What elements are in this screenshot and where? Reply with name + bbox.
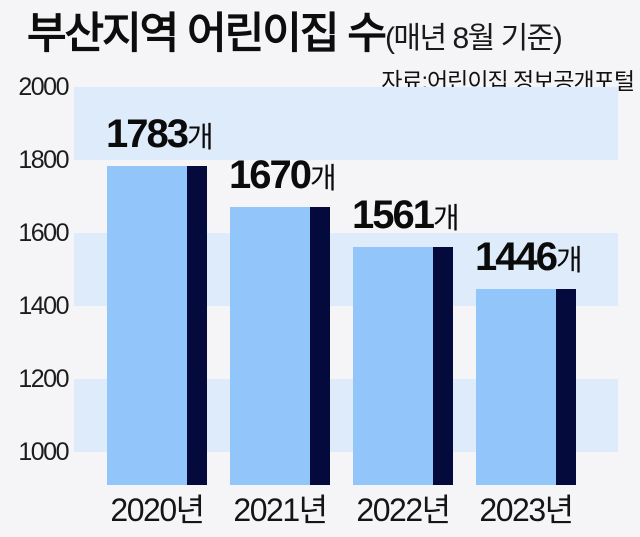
value-label: 1446개 — [475, 235, 583, 280]
y-axis-tick-label: 2000 — [18, 73, 69, 101]
bar-stripe — [433, 247, 453, 485]
chart-title: 부산지역 어린이집 수(매년 8월 기준) — [27, 8, 563, 70]
bar-fill — [353, 247, 433, 485]
bar-group-2020년 — [107, 166, 207, 485]
bar-stripe — [187, 166, 207, 485]
value-unit: 개 — [186, 122, 214, 155]
chart-title-note: (매년 8월 기준) — [384, 22, 563, 55]
bar-stripe — [556, 289, 576, 485]
y-axis-tick-label: 1800 — [18, 146, 69, 174]
bar-fill — [476, 289, 556, 485]
bar-group-2021년 — [230, 207, 330, 485]
value-unit: 개 — [309, 163, 337, 196]
bar-stripe — [310, 207, 330, 485]
y-axis-tick-label: 1600 — [18, 219, 69, 247]
value-number: 1446 — [475, 235, 558, 280]
x-axis-label: 2021년 — [233, 492, 328, 528]
value-label: 1670개 — [229, 153, 337, 198]
value-number: 1670 — [229, 153, 312, 198]
value-label: 1561개 — [352, 193, 460, 238]
bar-fill — [107, 166, 187, 485]
plot-area: 1783개 2020년 1670개 2021년 1561개 2022년 1446개 2023년 — [74, 87, 618, 527]
bar-group-2023년 — [476, 289, 576, 485]
x-axis-label: 2023년 — [479, 492, 574, 528]
grid-band — [74, 87, 618, 160]
y-axis-tick-label: 1200 — [18, 365, 69, 393]
y-axis: 2000 1800 1600 1400 1200 1000 — [0, 74, 69, 485]
y-axis-tick-label: 1000 — [18, 438, 69, 466]
y-axis-tick-label: 1400 — [18, 292, 69, 320]
value-number: 1561 — [352, 193, 435, 238]
value-label: 1783개 — [106, 112, 214, 157]
bar-group-2022년 — [353, 247, 453, 485]
value-unit: 개 — [432, 203, 460, 236]
value-unit: 개 — [555, 245, 583, 278]
x-axis-label: 2020년 — [110, 492, 205, 528]
chart-title-text: 부산지역 어린이집 수 — [27, 10, 387, 58]
value-number: 1783 — [106, 112, 189, 157]
bar-fill — [230, 207, 310, 485]
x-axis-label: 2022년 — [356, 492, 451, 528]
